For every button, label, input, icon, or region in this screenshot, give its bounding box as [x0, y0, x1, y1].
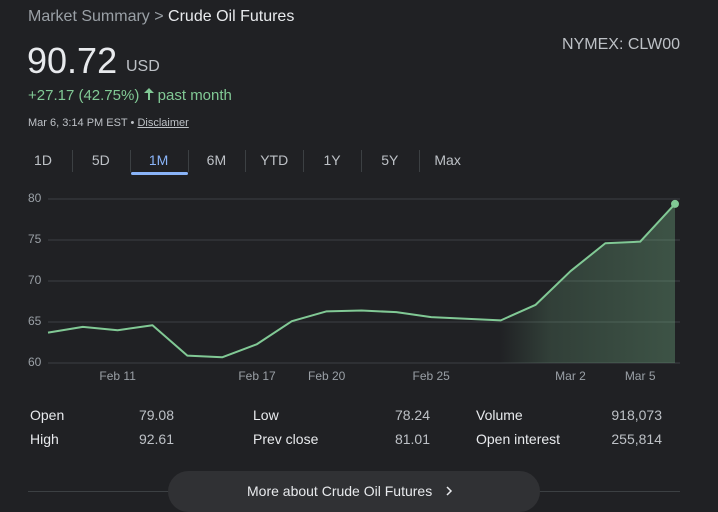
currency: USD [126, 58, 160, 75]
x-tick-label: Mar 2 [555, 369, 586, 383]
x-tick-label: Feb 20 [308, 369, 346, 383]
tab[interactable]: 6M [206, 152, 227, 168]
stat-value: 92.61 [138, 431, 174, 447]
timestamp: Mar 6, 3:14 PM EST [28, 117, 128, 129]
y-tick-label: 70 [28, 273, 42, 287]
stat-value: 79.08 [138, 407, 174, 423]
stat-value: 78.24 [394, 407, 430, 423]
x-tick-label: Feb 17 [238, 369, 276, 383]
x-tick-label: Feb 25 [412, 369, 450, 383]
more-button-label: More about Crude Oil Futures [247, 483, 433, 499]
x-tick-label: Mar 5 [625, 369, 656, 383]
tab-separator [187, 150, 189, 172]
y-tick-label: 75 [28, 232, 42, 246]
change-row: +27.17 (42.75%) past month [28, 87, 232, 104]
breadcrumb-separator: > [154, 8, 164, 25]
stat-label: Prev close [253, 431, 319, 447]
stat-label: Low [253, 407, 279, 423]
period: past month [157, 87, 232, 104]
area [48, 203, 675, 363]
tab[interactable]: Max [434, 152, 461, 168]
breadcrumb: Market Summary > Crude Oil Futures [28, 8, 294, 26]
tab-separator [418, 150, 420, 172]
tab-separator [129, 150, 131, 172]
stat-value: 81.01 [394, 431, 430, 447]
breadcrumb-parent[interactable]: Market Summary [28, 8, 150, 25]
y-tick-label: 65 [28, 314, 42, 328]
stat-label: Open interest [476, 431, 561, 447]
breadcrumb-current: Crude Oil Futures [168, 8, 295, 25]
stat-label: Volume [476, 407, 523, 423]
tab[interactable]: YTD [260, 152, 289, 168]
tab[interactable]: 1Y [323, 152, 341, 168]
chart: 60 65 70 75 80 Feb 11 Feb 17 Feb 20 Feb 25 Mar 2 M… [28, 191, 680, 383]
tab[interactable]: 1D [34, 152, 52, 168]
exchange: NYMEX: CLW00 [562, 36, 680, 53]
tab-underline [130, 172, 188, 175]
arrow-up [143, 88, 154, 100]
stat-value: 918,073 [611, 407, 662, 423]
tab[interactable]: 1M [148, 152, 169, 168]
stat-label: High [30, 431, 59, 447]
tab[interactable]: 5Y [381, 152, 399, 168]
timestamp-row: Mar 6, 3:14 PM EST • Disclaimer [28, 117, 189, 129]
line [47, 203, 676, 359]
change: +27.17 (42.75%) [28, 87, 140, 104]
more-button[interactable]: More about Crude Oil Futures [168, 471, 540, 512]
chevron [446, 486, 453, 496]
y-tick-label: 80 [28, 191, 42, 205]
dot: • [130, 117, 135, 129]
stat-value: 255,814 [611, 431, 662, 447]
price: 90.72 [27, 40, 118, 81]
tab-separator [72, 150, 73, 172]
end-point [671, 199, 679, 208]
tab-separator [361, 150, 362, 172]
y-tick-label: 60 [28, 355, 42, 369]
x-tick-label: Feb 11 [99, 369, 136, 383]
tab[interactable]: 5D [91, 152, 110, 168]
tab-separator [245, 150, 247, 172]
disclaimer[interactable]: Disclaimer [137, 117, 189, 129]
stat-label: Open [30, 407, 65, 423]
tab-separator [303, 150, 305, 172]
